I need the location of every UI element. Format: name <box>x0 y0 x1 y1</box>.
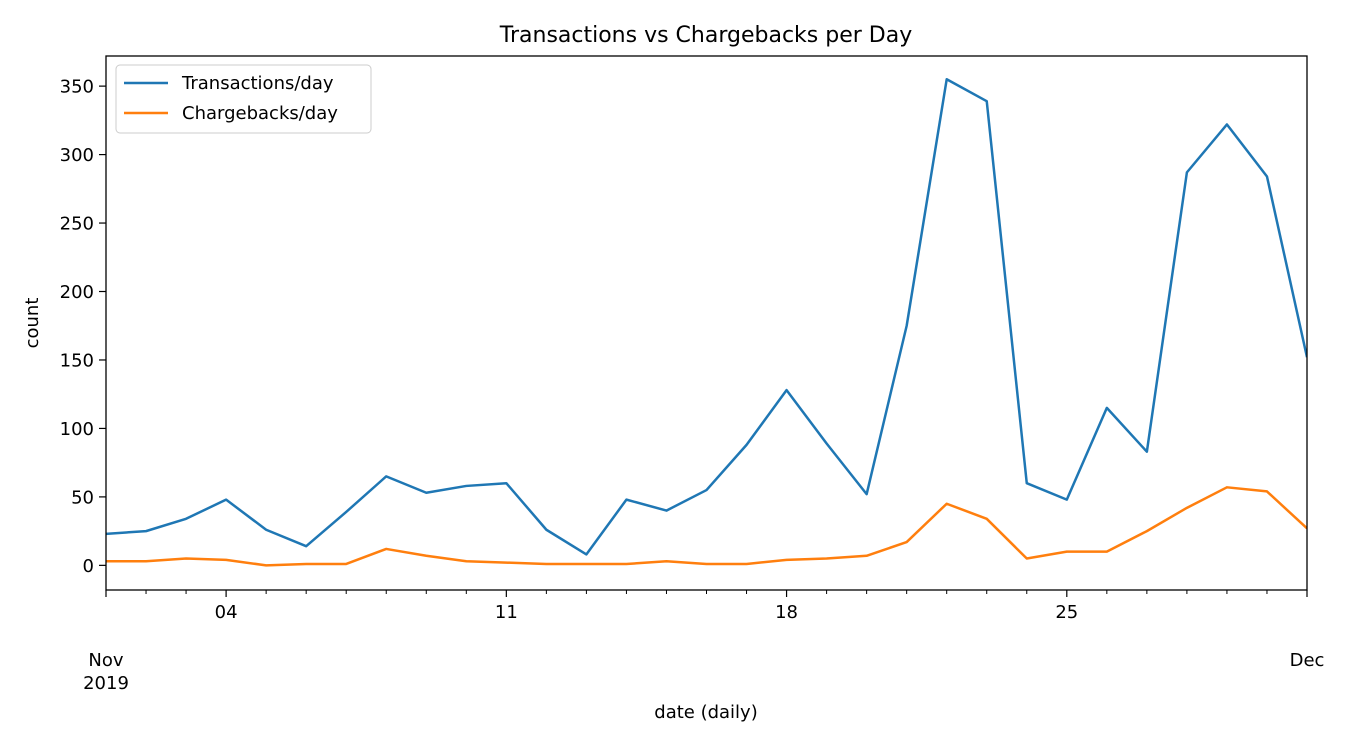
x-tick-label: Nov <box>88 650 123 671</box>
legend-label-chargebacks: Chargebacks/day <box>182 103 338 124</box>
y-tick-label: 250 <box>60 214 94 235</box>
chart-title: Transactions vs Chargebacks per Day <box>499 23 912 48</box>
y-tick-label: 100 <box>60 419 94 440</box>
y-tick-label: 150 <box>60 350 94 371</box>
x-tick-sublabel: 2019 <box>83 673 129 694</box>
x-tick-label: 25 <box>1055 602 1078 623</box>
y-tick-label: 0 <box>83 556 94 577</box>
plot-frame <box>105 55 1308 591</box>
y-tick-label: 50 <box>71 487 94 508</box>
y-axis-label: count <box>22 298 43 349</box>
y-axis: 0 50 100 150 200 250 300 350 <box>60 77 106 577</box>
plot-lines <box>106 78 1307 567</box>
legend-label-transactions: Transactions/day <box>181 73 334 94</box>
legend: Transactions/day Chargebacks/day <box>115 64 372 134</box>
x-tick-label: 18 <box>775 602 798 623</box>
y-tick-label: 300 <box>60 145 94 166</box>
x-tick-label: 04 <box>215 602 238 623</box>
y-tick-label: 350 <box>60 77 94 98</box>
legend-box <box>115 64 372 134</box>
x-tick-label: 11 <box>495 602 518 623</box>
series-line-1 <box>106 486 1307 567</box>
y-tick-label: 200 <box>60 282 94 303</box>
series-line-0 <box>106 78 1307 556</box>
x-axis-label: date (daily) <box>654 702 757 723</box>
x-tick-label: Dec <box>1290 650 1325 671</box>
